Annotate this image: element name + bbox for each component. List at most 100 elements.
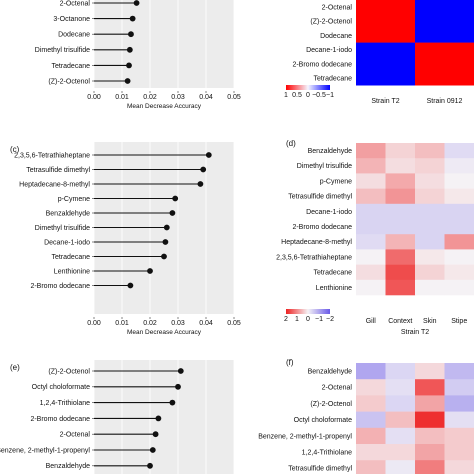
- legend-tick-label: −0.5: [312, 92, 326, 99]
- x-tick-label: 0.00: [87, 320, 101, 327]
- row-label: (Z)-2-Octenol: [310, 19, 352, 26]
- heatmap-cell: [356, 158, 386, 174]
- row-label: 2-Bromo dodecane: [292, 224, 352, 231]
- heatmap-cell: [356, 143, 386, 159]
- heatmap-cell: [444, 234, 474, 250]
- chart-a-lollipop: 2-Octenal 3-Octanone Dodecane Dimethyl tris…: [35, 0, 241, 110]
- heatmap-cell: [415, 379, 445, 396]
- lollipop-point: [200, 166, 207, 173]
- legend-color-bar: [286, 309, 330, 314]
- x-tick-label: 0.02: [143, 94, 157, 101]
- heatmap-cell: [415, 460, 445, 474]
- heatmap-cell: [415, 188, 445, 205]
- heatmap-cell: [356, 379, 386, 396]
- heatmap-cell: [444, 203, 474, 220]
- heatmap-cell: [356, 71, 416, 86]
- category-label: Benzaldehyde: [46, 463, 90, 470]
- lollipop-point: [147, 268, 153, 274]
- heatmap-cell: [444, 173, 474, 189]
- heatmap-cell: [385, 444, 416, 461]
- heatmap-cell: [356, 173, 386, 189]
- row-label: 1,2,4-Trithiolane: [302, 450, 352, 457]
- heatmap-cell: [356, 279, 386, 296]
- heatmap-cell: [356, 203, 386, 220]
- heatmap-cell: [385, 379, 416, 396]
- lollipop-point: [126, 62, 132, 69]
- row-label: Decane-1-iodo: [306, 47, 352, 54]
- heatmap-cell: [415, 279, 445, 296]
- category-label: 1,2,4-Trithiolane: [40, 400, 90, 407]
- heatmap-cell: [356, 56, 416, 72]
- heatmap-cell: [415, 158, 445, 174]
- heatmap-cell: [356, 264, 386, 281]
- x-axis-title: Mean Decrease Accuracy: [127, 103, 202, 110]
- heatmap-cell: [444, 411, 474, 429]
- category-label: (Z)-2-Octenol: [48, 78, 90, 85]
- heatmap-cell: [415, 219, 445, 235]
- heatmap-cell: [385, 219, 416, 235]
- panel-label-d: (d): [286, 139, 296, 148]
- lollipop-point: [177, 368, 184, 374]
- heatmap-cell: [385, 203, 416, 220]
- column-label: Skin: [423, 318, 437, 325]
- chart-f-heatmap: Benzaldehyde 2-Octenal (Z)-2-Octenol Octyl …: [258, 363, 474, 474]
- panel-label-f: (f): [286, 358, 294, 367]
- plot-a-background: [94, 0, 234, 88]
- x-tick-label: 0.04: [199, 94, 213, 101]
- row-label: Lenthionine: [316, 285, 352, 292]
- heatmap-cell: [385, 143, 416, 159]
- heatmap-cell: [444, 188, 474, 205]
- x-tick-label: 0.05: [227, 320, 241, 327]
- category-label: Octyl choloformate: [32, 384, 90, 391]
- row-label: Benzaldehyde: [308, 148, 352, 155]
- category-label: 2,3,5,6-Tetrathiaheptane: [14, 152, 90, 159]
- heatmap-cell: [356, 363, 386, 380]
- heatmap-cell: [356, 0, 416, 15]
- chart-e-lollipop: (Z)-2-Octenol Octyl choloformate 1,2,4-Tri…: [0, 360, 235, 474]
- category-label: Tetradecane: [51, 63, 90, 70]
- x-tick-label: 0.03: [171, 320, 185, 327]
- heatmap-cell: [444, 264, 474, 281]
- heatmap-cell: [415, 42, 474, 58]
- category-label: (Z)-2-Octenol: [48, 368, 90, 375]
- heatmap-cell: [415, 249, 445, 265]
- heatmap-cell: [415, 28, 474, 43]
- heatmap-cell: [356, 234, 386, 250]
- column-label: Stipe: [451, 318, 467, 325]
- legend-tick-label: 2: [284, 316, 288, 323]
- lollipop-point: [124, 78, 131, 84]
- heatmap-cell: [444, 427, 474, 445]
- legend-tick-label: 1: [284, 92, 288, 99]
- column-label: Gill: [366, 318, 377, 325]
- heatmap-cell: [415, 71, 474, 86]
- heatmap-cell: [415, 173, 445, 189]
- heatmap-cell: [356, 395, 386, 412]
- row-label: Dodecane: [320, 33, 352, 40]
- lollipop-point: [163, 224, 170, 231]
- heatmap-cell: [415, 234, 445, 250]
- heatmap-cell: [385, 411, 416, 429]
- heatmap-cell: [415, 427, 445, 445]
- row-label: Tetrasulfide dimethyl: [288, 194, 352, 201]
- row-label: 2-Octenal: [322, 5, 353, 12]
- lollipop-point: [127, 282, 134, 289]
- heatmap-cell: [444, 363, 474, 380]
- heatmap-cell: [385, 158, 416, 174]
- lollipop-point: [175, 383, 181, 390]
- heatmap-cell: [415, 395, 445, 412]
- heatmap-cell: [444, 444, 474, 461]
- row-label: Benzene, 2-methyl-1-propenyl: [258, 433, 352, 440]
- lollipop-point: [161, 253, 167, 260]
- heatmap-cell: [415, 363, 445, 380]
- category-label: 2-Octenal: [60, 0, 91, 7]
- heatmap-cell: [385, 363, 416, 380]
- heatmap-axis-title: Strain T2: [401, 329, 429, 336]
- legend-tick-label: −2: [326, 316, 334, 323]
- x-tick-label: 0.01: [115, 94, 129, 101]
- heatmap-cell: [415, 0, 474, 15]
- row-label: (Z)-2-Octenol: [310, 401, 352, 408]
- category-label: 2-Bromo dodecane: [30, 283, 90, 290]
- row-label: Dimethyl trisulfide: [297, 163, 352, 170]
- row-label: Tetradecane: [313, 76, 352, 83]
- category-label: 2-Bromo dodecane: [30, 416, 90, 423]
